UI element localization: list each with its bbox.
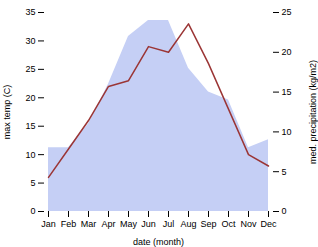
- svg-text:Apr: Apr: [101, 219, 115, 229]
- svg-text:Dec: Dec: [260, 219, 277, 229]
- svg-text:May: May: [120, 219, 138, 229]
- svg-text:Aug: Aug: [180, 219, 196, 229]
- svg-text:5: 5: [282, 167, 287, 177]
- svg-text:Jun: Jun: [141, 219, 156, 229]
- svg-text:15: 15: [282, 87, 292, 97]
- svg-text:Nov: Nov: [240, 219, 257, 229]
- svg-text:10: 10: [25, 150, 35, 160]
- svg-text:25: 25: [25, 64, 35, 74]
- svg-text:15: 15: [25, 121, 35, 131]
- svg-text:Feb: Feb: [61, 219, 77, 229]
- svg-text:5: 5: [30, 178, 35, 188]
- svg-text:med. precipitation (kg/m2): med. precipitation (kg/m2): [308, 60, 318, 164]
- svg-text:Mar: Mar: [81, 219, 97, 229]
- svg-text:Sep: Sep: [200, 219, 216, 229]
- svg-text:Jul: Jul: [163, 219, 175, 229]
- svg-text:0: 0: [282, 206, 287, 216]
- svg-text:0: 0: [30, 206, 35, 216]
- svg-text:max temp (C): max temp (C): [2, 85, 12, 140]
- svg-text:Jan: Jan: [41, 219, 56, 229]
- svg-text:Oct: Oct: [221, 219, 236, 229]
- svg-text:20: 20: [282, 47, 292, 57]
- svg-text:10: 10: [282, 127, 292, 137]
- svg-text:25: 25: [282, 7, 292, 17]
- svg-text:date (month): date (month): [133, 237, 184, 247]
- svg-text:35: 35: [25, 7, 35, 17]
- svg-text:30: 30: [25, 36, 35, 46]
- svg-text:20: 20: [25, 93, 35, 103]
